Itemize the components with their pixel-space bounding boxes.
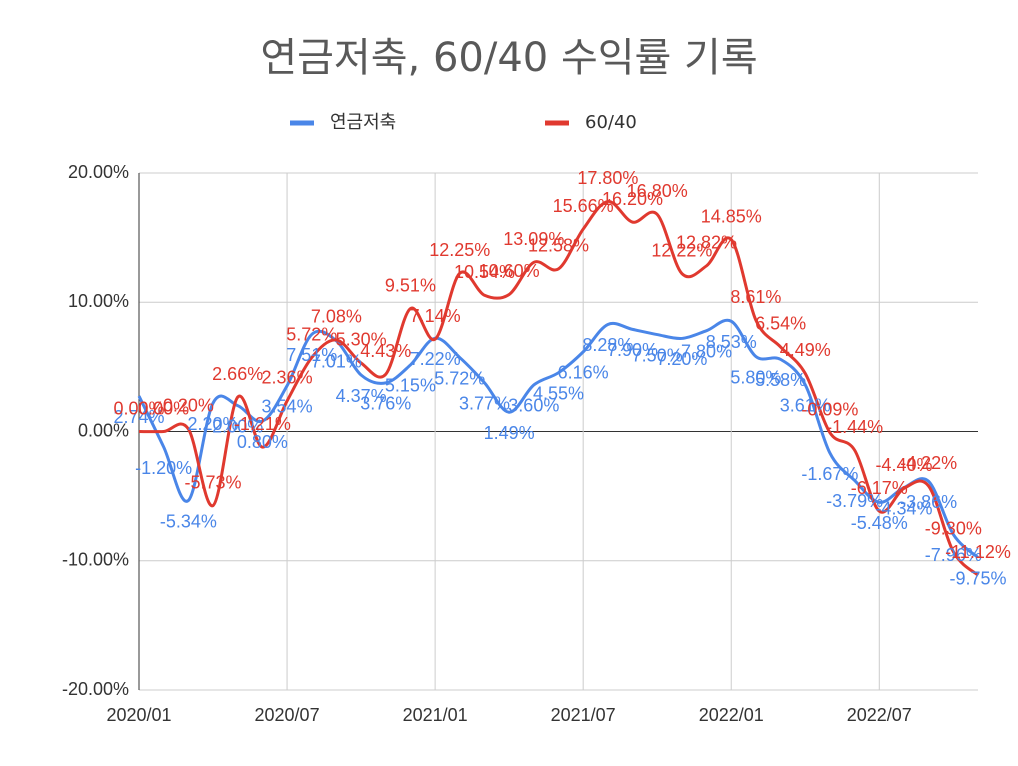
data-label: 3.77% [459,394,510,414]
data-label: 4.55% [533,383,584,403]
data-label: -9.75% [949,568,1006,588]
data-label: 2.00% [212,416,263,436]
data-label: -3.86% [900,492,957,512]
series-line [138,199,980,577]
data-label: 3.60% [508,396,559,416]
data-label: 5.15% [385,376,436,396]
data-label: 0.00% [138,398,189,418]
series-line [137,318,980,559]
x-tick-label: 2022/01 [699,705,764,725]
data-label: 15.66% [553,196,614,216]
data-label: 8.28% [582,335,633,355]
y-tick-label: 0.00% [78,420,129,440]
data-label: -4.34% [875,498,932,518]
data-label: 12.25% [429,240,490,260]
data-label: 5.72% [286,324,337,344]
data-label: 0.80% [237,432,288,452]
data-label: 4.37% [336,386,387,406]
data-label: 6.54% [755,314,806,334]
data-label: 7.80% [681,341,732,361]
data-label: 13.09% [503,229,564,249]
data-label: 8.53% [706,332,757,352]
data-label: -7.96% [925,545,982,565]
x-tick-label: 2021/01 [403,705,468,725]
data-label: 4.43% [360,341,411,361]
data-label: -4.40% [875,455,932,475]
data-label: 7.22% [410,349,461,369]
data-label: 8.61% [730,287,781,307]
data-label: 12.58% [528,236,589,256]
data-label: -1.20% [135,458,192,478]
data-label: -0.09% [801,399,858,419]
data-label: 2.66% [212,364,263,384]
data-label: 16.20% [602,189,663,209]
data-label: 7.51% [286,345,337,365]
data-label: 7.20% [656,349,707,369]
data-label: -5.73% [185,472,242,492]
data-label: 3.76% [360,394,411,414]
data-label: -11.12% [945,542,1011,562]
data-label: -4.22% [900,453,957,473]
data-label: 7.01% [311,352,362,372]
data-label: 0.20% [163,396,214,416]
data-label: 2.20% [188,414,239,434]
x-tick-label: 2020/01 [106,705,171,725]
legend-label: 60/40 [585,112,637,133]
x-tick-label: 2022/07 [847,705,912,725]
data-label: -5.34% [160,511,217,531]
data-label: 5.80% [730,367,781,387]
x-tick-label: 2020/07 [255,705,320,725]
data-label: 16.80% [627,181,688,201]
data-label: 5.30% [336,330,387,350]
data-label: -3.79% [826,491,883,511]
data-label: -1.67% [801,464,858,484]
data-label: 5.58% [755,370,806,390]
data-label: 1.49% [484,423,535,443]
data-label: 4.49% [780,340,831,360]
data-label: 5.72% [434,368,485,388]
data-label: 14.85% [701,206,762,226]
data-label: 7.50% [632,345,683,365]
data-label: 10.60% [479,261,540,281]
data-label: -1.21% [234,414,291,434]
data-label: 17.80% [577,168,638,188]
data-label: 3.54% [262,396,313,416]
data-label: 6.16% [558,363,609,383]
data-label: 9.51% [385,275,436,295]
legend-label: 연금저축 [330,112,396,133]
data-label: 7.90% [607,340,658,360]
data-label: 12.82% [676,233,737,253]
x-tick-label: 2021/07 [551,705,616,725]
data-label: 2.74% [113,407,164,427]
data-label: 3.61% [780,396,831,416]
y-tick-label: -10.00% [62,550,129,570]
chart-title: 연금저축, 60/40 수익률 기록 [260,35,757,81]
data-label: -6.17% [851,478,908,498]
y-tick-label: 10.00% [68,291,129,311]
y-tick-label: -20.00% [62,679,129,699]
data-label: -5.48% [851,513,908,533]
data-label: 7.14% [410,306,461,326]
y-tick-label: 20.00% [68,162,129,182]
data-label: 10.54% [454,262,515,282]
data-label: 2.36% [262,368,313,388]
data-label: 7.08% [311,307,362,327]
data-label: 12.22% [651,240,712,260]
data-label: 0.00% [113,398,164,418]
data-label: -1.44% [826,417,883,437]
data-label: -9.30% [925,518,982,538]
